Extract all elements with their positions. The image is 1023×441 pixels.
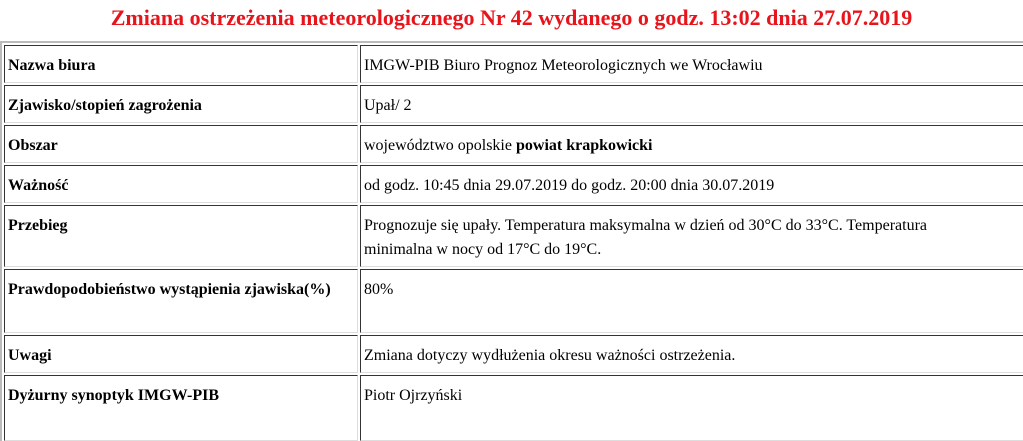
row-label: Ważność bbox=[4, 165, 358, 203]
table-row: Prawdopodobieństwo wystąpienia zjawiska(… bbox=[4, 269, 1023, 333]
row-value: Prognozuje się upały. Temperatura maksym… bbox=[360, 205, 1023, 267]
row-value: 80% bbox=[360, 269, 1023, 333]
table-row: Uwagi Zmiana dotyczy wydłużenia okresu wa… bbox=[4, 335, 1023, 373]
row-value: Zmiana dotyczy wydłużenia okresu ważnośc… bbox=[360, 335, 1023, 373]
row-label: Prawdopodobieństwo wystąpienia zjawiska(… bbox=[4, 269, 358, 333]
table-row: Obszar województwo opolskie powiat krapko… bbox=[4, 125, 1023, 163]
row-label: Uwagi bbox=[4, 335, 358, 373]
warning-table: Nazwa biura IMGW-PIB Biuro Prognoz Meteor… bbox=[0, 41, 1023, 441]
row-label: Nazwa biura bbox=[4, 45, 358, 83]
row-label: Przebieg bbox=[4, 205, 358, 267]
page-title: Zmiana ostrzeżenia meteorologicznego Nr … bbox=[110, 5, 913, 30]
table-row: Dyżurny synoptyk IMGW-PIB Piotr Ojrzyński bbox=[4, 375, 1023, 441]
county-text: powiat krapkowicki bbox=[515, 137, 653, 154]
forecast-text: Prognozuje się upały. Temperatura maksym… bbox=[364, 217, 928, 258]
row-label: Zjawisko/stopień zagrożenia bbox=[4, 85, 358, 123]
row-value: IMGW-PIB Biuro Prognoz Meteorologicznych… bbox=[360, 45, 1023, 83]
table-row: Przebieg Prognozuje się upały. Temperatur… bbox=[4, 205, 1023, 267]
row-label: Obszar bbox=[4, 125, 358, 163]
region-text: województwo opolskie bbox=[364, 137, 516, 154]
row-label: Dyżurny synoptyk IMGW-PIB bbox=[4, 375, 358, 441]
row-value: Piotr Ojrzyński bbox=[360, 375, 1023, 441]
table-row: Nazwa biura IMGW-PIB Biuro Prognoz Meteor… bbox=[4, 45, 1023, 83]
table-row: Ważność od godz. 10:45 dnia 29.07.2019 do… bbox=[4, 165, 1023, 203]
row-value: Upał/ 2 bbox=[360, 85, 1023, 123]
row-value: od godz. 10:45 dnia 29.07.2019 do godz. … bbox=[360, 165, 1023, 203]
row-value: województwo opolskie powiat krapkowicki bbox=[360, 125, 1023, 163]
table-row: Zjawisko/stopień zagrożenia Upał/ 2 bbox=[4, 85, 1023, 123]
